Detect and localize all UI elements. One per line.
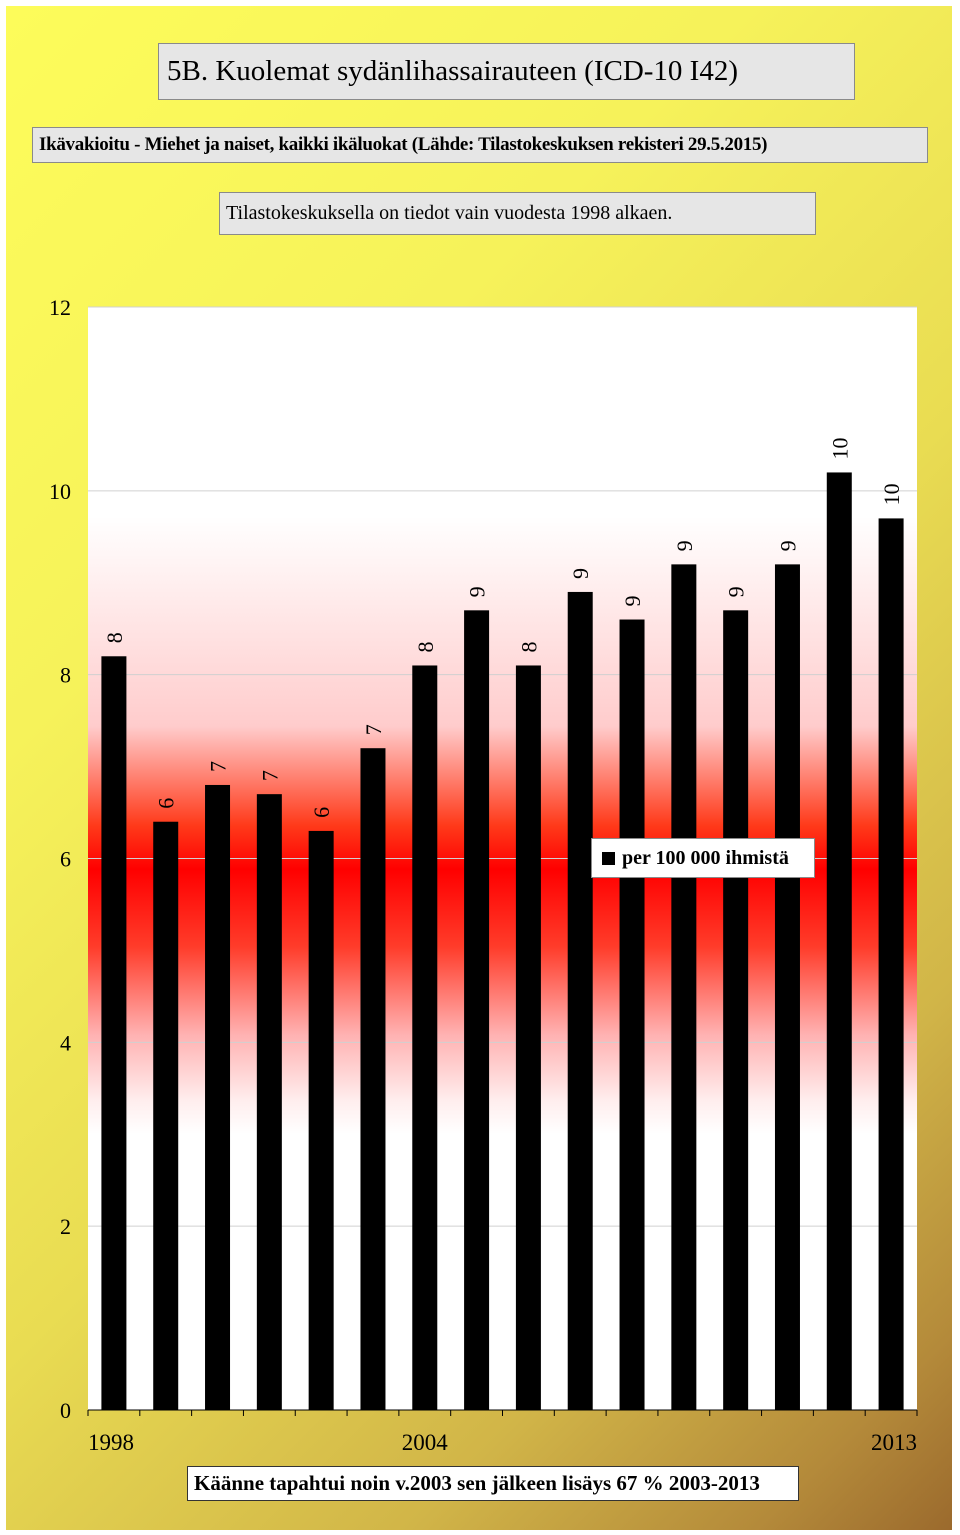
bar [723,610,749,1410]
data-label: 9 [568,568,593,579]
bar [671,564,697,1410]
legend-swatch [602,852,615,865]
data-label: 7 [206,761,231,772]
data-label: 9 [775,540,800,551]
bar [619,619,645,1410]
x-tick-label: 1998 [88,1430,134,1455]
bar [412,665,438,1410]
bar [101,656,127,1410]
x-axis-ticks: 1998 2004 2013 [87,1410,918,1455]
data-label: 8 [413,641,438,652]
data-label: 8 [102,632,127,643]
bars [101,472,904,1410]
data-labels: 8 6 7 7 6 7 8 9 8 9 9 9 9 9 10 10 [102,437,904,817]
data-label: 7 [361,724,386,735]
bar [360,748,386,1410]
data-label: 7 [257,770,282,781]
y-tick-label: 6 [60,847,71,872]
bar [826,472,852,1410]
data-label: 9 [465,586,490,597]
chart-title: 5B. Kuolemat sydänlihassairauteen (ICD-1… [158,43,855,100]
bar [567,591,593,1410]
data-label: 9 [724,586,749,597]
y-tick-label: 10 [49,479,71,504]
data-label: 6 [309,807,334,818]
y-axis-ticks: 0 2 4 6 8 10 12 [49,295,71,1423]
y-tick-label: 4 [60,1030,71,1055]
y-tick-label: 2 [60,1214,71,1239]
data-label: 6 [154,798,179,809]
legend: per 100 000 ihmistä [591,838,815,878]
y-tick-label: 8 [60,663,71,688]
data-label: 8 [516,641,541,652]
chart-note: Tilastokeskuksella on tiedot vain vuodes… [219,192,816,235]
x-tick-label: 2004 [402,1430,449,1455]
bar [256,794,282,1410]
bar [878,518,904,1410]
y-tick-label: 12 [49,295,71,320]
data-label: 9 [672,540,697,551]
data-label: 10 [827,437,852,459]
bar [774,564,800,1410]
bar [153,821,179,1410]
y-tick-label: 0 [60,1398,71,1423]
footnote: Käänne tapahtui noin v.2003 sen jälkeen … [187,1466,799,1501]
bar [308,830,334,1410]
bar [515,665,541,1410]
legend-label: per 100 000 ihmistä [622,847,789,869]
chart-subtitle: Ikävakioitu - Miehet ja naiset, kaikki i… [32,127,928,163]
data-label: 10 [879,483,904,505]
bar [464,610,490,1410]
data-label: 9 [620,596,645,607]
x-tick-label: 2013 [871,1430,917,1455]
bar [205,784,231,1410]
